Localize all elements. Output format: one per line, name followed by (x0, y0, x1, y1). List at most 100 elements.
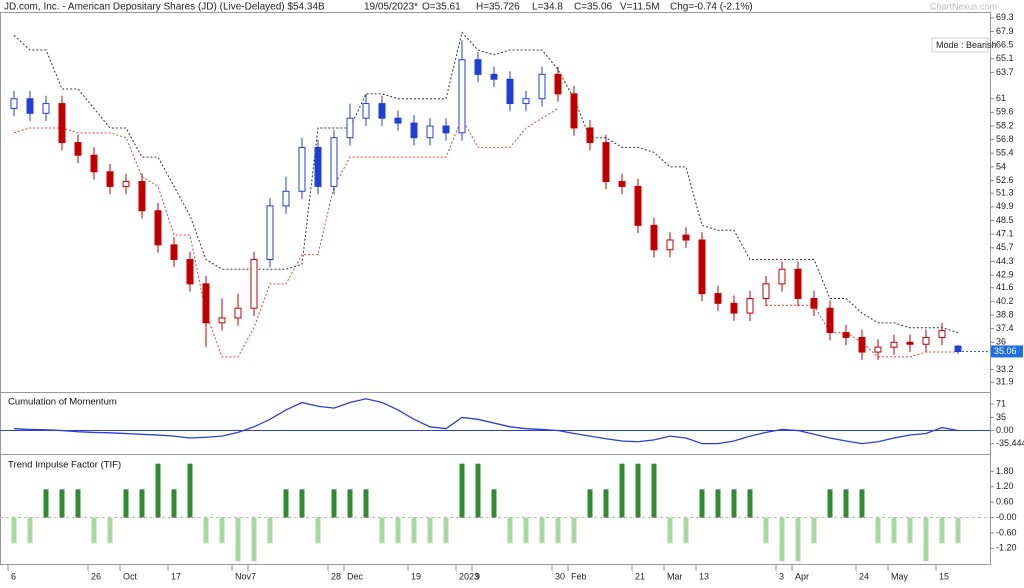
y-tick-label: 54 (996, 161, 1006, 171)
y-tick-label: 41.6 (996, 282, 1014, 292)
tif-bar (731, 489, 737, 518)
y-tick-label: 31.9 (996, 377, 1014, 387)
candle-body (922, 336, 930, 345)
tif-bar (91, 517, 97, 544)
tif-bar (123, 489, 129, 518)
x-tick-label: Oct (123, 571, 138, 581)
candle-body (138, 181, 146, 212)
y-tick-label: 38.8 (996, 309, 1014, 319)
y-tick-label: 59.6 (996, 107, 1014, 117)
tif-bar (11, 517, 17, 544)
candle-body (346, 117, 354, 139)
tif-bar (587, 489, 593, 518)
candle-body (538, 73, 546, 100)
y-tick-label: 44.3 (996, 256, 1014, 266)
candle-body (298, 146, 306, 192)
y-tick-label: 40.2 (996, 296, 1014, 306)
candle-body (714, 293, 722, 304)
tif-bar (955, 517, 961, 544)
x-tick-label: 13 (699, 571, 709, 581)
x-tick-label: Dec (347, 571, 364, 581)
candle-body (490, 73, 498, 80)
tif-bar (747, 489, 753, 518)
last-price-box (991, 345, 1023, 358)
tif-bar (299, 489, 305, 518)
x-tick-label: 17 (171, 571, 181, 581)
candle-body (106, 171, 114, 187)
candle-body (42, 103, 50, 114)
tif-bar (347, 489, 353, 518)
tif-bar (315, 517, 321, 544)
field: H=35.726 (476, 2, 520, 13)
y-tick-label: 33.2 (996, 364, 1014, 374)
chart-title: JD.com, Inc. - American Depositary Share… (4, 2, 325, 13)
candle-body (826, 307, 834, 334)
candle-body (506, 78, 514, 105)
mode-label: Mode : Bearish (936, 40, 997, 50)
candle-body (778, 268, 786, 285)
x-tick-label: 9 (475, 571, 480, 581)
candle-body (666, 239, 674, 251)
tif-bar (523, 517, 529, 544)
tif-bar (923, 517, 929, 562)
y-tick-label: 42.9 (996, 269, 1014, 279)
tif-bar (811, 517, 817, 544)
tif-bar (715, 489, 721, 518)
tif-bar (107, 517, 113, 544)
tif-bar (363, 489, 369, 518)
candle-body (842, 332, 850, 338)
tif-bar (59, 489, 65, 518)
x-tick-label: 6 (11, 571, 16, 581)
tif-bar (939, 517, 945, 544)
y-tick-label: 52.6 (996, 175, 1014, 185)
tif-bar (699, 489, 705, 518)
tif-bar (139, 489, 145, 518)
tif-bar (507, 517, 513, 544)
candle-body (394, 117, 402, 124)
candle-body (10, 98, 18, 109)
y-tick-label: 55.4 (996, 148, 1014, 158)
tif-bar (187, 463, 193, 518)
candle-body (74, 142, 82, 156)
field: L=34.8 (532, 2, 563, 13)
candle-body (154, 210, 162, 246)
candle-body (874, 346, 882, 353)
x-tick-label: Nov (235, 571, 252, 581)
candle-body (554, 73, 562, 95)
x-tick-label: 24 (859, 571, 869, 581)
y-tick-label: 66.5 (996, 40, 1014, 50)
candle-body (90, 154, 98, 173)
tif-bar (907, 517, 913, 544)
tif-bar (459, 463, 465, 518)
candle-body (634, 185, 642, 226)
tif-bar (411, 517, 417, 544)
y-tick-label: 37.4 (996, 323, 1014, 333)
frame (0, 12, 991, 565)
candle-body (474, 59, 482, 75)
tif-bar (251, 517, 257, 562)
y-tick-label: 67.9 (996, 26, 1014, 36)
candle-body (58, 103, 66, 144)
candle-body (410, 122, 418, 139)
momentum-line (13, 398, 959, 445)
y-tick-label: 65.1 (996, 53, 1014, 63)
tif-bar (219, 517, 225, 544)
tif-bar (75, 489, 81, 518)
y-tick-label: -1.20 (996, 543, 1017, 553)
y-tick-label: 58.2 (996, 120, 1014, 130)
candle-body (954, 345, 962, 352)
field: Chg=-0.74 (-2.1%) (670, 2, 753, 13)
last-price-label: 35.06 (994, 346, 1017, 356)
tif-bar (635, 463, 641, 518)
tif-bar (203, 517, 209, 544)
x-tick-label: May (891, 571, 909, 581)
candle-body (618, 181, 626, 187)
tif-bar (235, 517, 241, 562)
y-tick-label: 1.20 (996, 481, 1014, 491)
candle-body (314, 146, 322, 187)
candle-body (810, 297, 818, 309)
tif-bar (571, 517, 577, 544)
candle-body (586, 127, 594, 144)
candle-body (26, 98, 34, 114)
